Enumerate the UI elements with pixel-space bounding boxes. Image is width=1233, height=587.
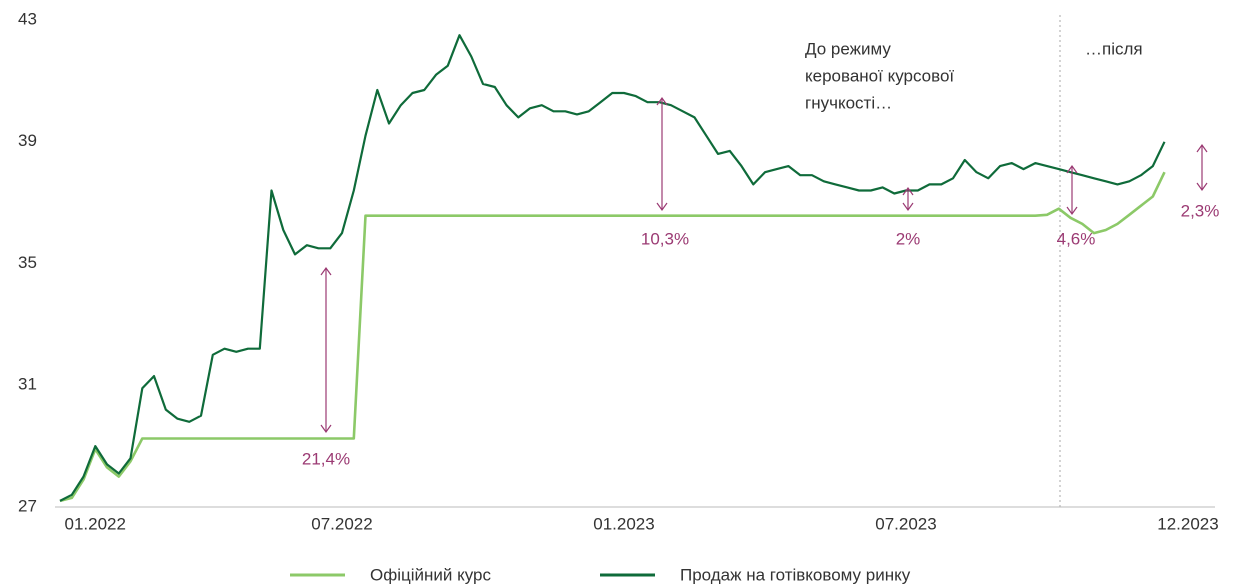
y-tick-label: 31 [18,375,37,394]
period-label: …після [1085,39,1143,58]
x-tick-label: 07.2022 [311,514,372,533]
arrow-head [1066,164,1078,216]
annotation: 2,3% [1181,201,1220,220]
annotation: 21,4% [302,449,350,468]
annotation: 10,3% [641,229,689,248]
annotation: 4,6% [1057,229,1096,248]
period-label: До режиму [805,39,891,58]
line-series [59,34,1166,502]
arrow-head [320,266,332,434]
line-series [59,171,1166,503]
arrow-head [1196,143,1208,192]
legend-label: Продаж на готівковому ринку [680,565,911,584]
x-tick-label: 01.2023 [593,514,654,533]
legend-label: Офіційний курс [370,565,491,584]
y-tick-label: 43 [18,9,37,28]
x-tick-label: 07.2023 [875,514,936,533]
y-tick-label: 39 [18,131,37,150]
x-tick-label: 01.2022 [65,514,126,533]
y-tick-label: 27 [18,496,37,515]
x-tick-label: 12.2023 [1157,514,1218,533]
y-tick-label: 35 [18,253,37,272]
arrow-head [656,96,668,212]
period-label: керованої курсової [805,66,954,85]
arrow-head [902,186,914,212]
period-label: гнучкості… [805,93,892,112]
annotation: 2% [896,229,921,248]
